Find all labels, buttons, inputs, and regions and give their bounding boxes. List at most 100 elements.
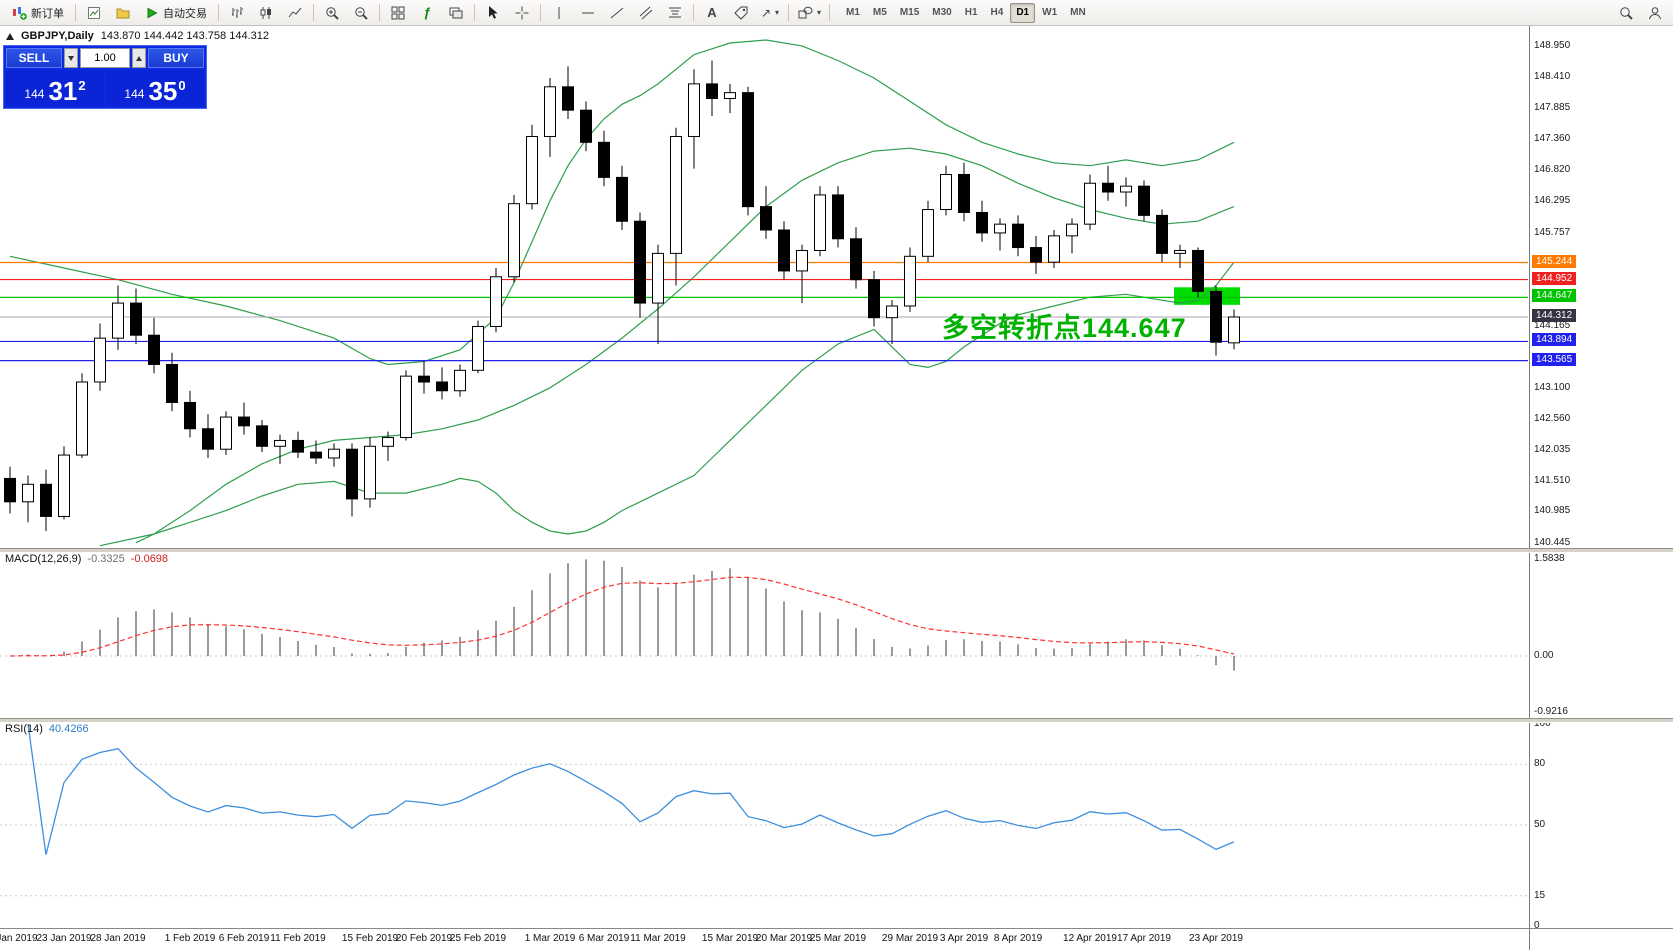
price-axis-label: 145.757: [1534, 226, 1571, 238]
quick-trade-collapse-icon[interactable]: [6, 32, 14, 40]
date-label: 23 Jan 2019: [36, 933, 92, 944]
buy-price-prefix: 144: [124, 87, 145, 101]
trendline-tool-button[interactable]: [603, 2, 631, 24]
fibonacci-tool-button[interactable]: [661, 2, 689, 24]
auto-trading-button[interactable]: 自动交易: [138, 2, 214, 24]
date-label: 25 Feb 2019: [449, 933, 507, 944]
horizontal-line-tool-button[interactable]: [574, 2, 602, 24]
rsi-label: RSI(14) 40.4266: [5, 723, 89, 735]
price-axis-label: 80: [1534, 758, 1546, 770]
shapes-icon: [798, 6, 813, 18]
account-icon: [1649, 6, 1661, 19]
price-level-label: 143.565: [1532, 352, 1577, 366]
toolbar-separator: [693, 4, 694, 21]
rsi-panel-separator[interactable]: [0, 718, 1673, 723]
buy-price-big: 35: [148, 76, 178, 106]
timeframe-D1-button[interactable]: D1: [1010, 2, 1036, 23]
price-axis[interactable]: 148.950 148.410 147.885 147.360 146.820 146.2…: [1529, 26, 1673, 950]
macd-panel-separator[interactable]: [0, 548, 1673, 553]
timeframe-M5-button[interactable]: M5: [872, 7, 887, 18]
text-icon: A: [707, 5, 717, 20]
label-tag-icon: [734, 6, 748, 20]
price-level-label: 143.894: [1532, 333, 1577, 347]
chevron-down-icon: ▾: [817, 7, 822, 17]
horizontal-line-icon: [582, 12, 594, 13]
search-icon: [1620, 6, 1633, 20]
sell-button[interactable]: SELL: [6, 48, 62, 68]
channel-tool-button[interactable]: [632, 2, 660, 24]
arrow-icon: ↗: [760, 5, 772, 20]
sell-price-display: 144 31 2: [6, 70, 104, 106]
timeframe-H1-button[interactable]: H1: [964, 7, 978, 18]
toolbar-separator: [829, 4, 831, 21]
zoom-out-button[interactable]: [347, 2, 375, 24]
new-order-label: 新订单: [31, 7, 64, 20]
buy-button[interactable]: BUY: [148, 48, 204, 68]
buy-price-display: 144 35 0: [106, 70, 204, 106]
crosshair-tool-button[interactable]: [508, 2, 536, 24]
price-axis-label: 50: [1534, 819, 1546, 830]
date-label: 25 Mar 2019: [809, 933, 867, 944]
tile-windows-button[interactable]: [384, 2, 412, 24]
one-click-trading-panel: SELL BUY 144 31 2 144 35 0: [3, 45, 207, 109]
label-tool-button[interactable]: [727, 2, 755, 24]
candlestick-chart-button[interactable]: [252, 2, 280, 24]
indicators-button[interactable]: ƒ: [413, 2, 441, 24]
buy-price-sup: 0: [178, 78, 186, 93]
line-chart-button[interactable]: [281, 2, 309, 24]
arrows-tool-button[interactable]: ↗ ▾: [756, 2, 784, 24]
toolbar-separator: [540, 4, 541, 21]
sell-price-prefix: 144: [24, 87, 45, 101]
macd-label: MACD(12,26,9) -0.3325 -0.0698: [5, 553, 168, 565]
date-label: 28 Jan 2019: [90, 933, 146, 944]
cursor-tool-button[interactable]: [479, 2, 507, 24]
price-axis-label: 142.035: [1534, 444, 1571, 456]
objects-list-icon: [449, 7, 463, 18]
timeframe-M15-button[interactable]: M15: [899, 7, 920, 18]
price-level-label: 145.244: [1532, 254, 1577, 268]
symbol-period-label: GBPJPY,Daily: [21, 30, 94, 42]
fibonacci-icon: [669, 7, 681, 17]
profiles-button[interactable]: [109, 2, 137, 24]
shapes-tool-button[interactable]: ▾: [793, 2, 825, 24]
vertical-line-tool-button[interactable]: [545, 2, 573, 24]
price-axis-label: 146.820: [1534, 164, 1571, 176]
candlestick-chart-icon: [260, 6, 271, 19]
toolbar-separator: [379, 4, 380, 21]
price-axis-label: 148.950: [1534, 39, 1571, 51]
price-axis-label: 1.5838: [1534, 553, 1565, 565]
volume-increase-button[interactable]: [132, 48, 146, 68]
volume-input[interactable]: [80, 48, 130, 68]
new-order-button[interactable]: 新订单: [4, 2, 71, 24]
timeframe-W1-button[interactable]: W1: [1042, 7, 1058, 18]
price-axis-label: 144.165: [1534, 319, 1571, 331]
play-icon: [147, 7, 158, 18]
text-tool-button[interactable]: A: [698, 2, 726, 24]
ohlc-values: 143.870 144.442 143.758 144.312: [100, 30, 269, 42]
chevron-down-icon: ▾: [775, 7, 780, 17]
bar-chart-button[interactable]: [223, 2, 251, 24]
zoom-in-icon: [326, 6, 339, 20]
date-label: 20 Feb 2019: [395, 933, 453, 944]
price-axis-label: 140.445: [1534, 537, 1571, 549]
timeframe-H4-button[interactable]: H4: [990, 7, 1004, 18]
account-button[interactable]: [1641, 2, 1669, 24]
date-label: 17 Apr 2019: [1117, 933, 1171, 944]
new-chart-button[interactable]: [80, 2, 108, 24]
volume-decrease-button[interactable]: [64, 48, 78, 68]
objects-list-button[interactable]: [442, 2, 470, 24]
macd-name: MACD(12,26,9): [5, 553, 82, 565]
main-toolbar: 新订单 自动交易 ƒ: [0, 0, 1673, 26]
timeframe-M30-button[interactable]: M30: [932, 7, 952, 18]
date-label: 15 Feb 2019: [341, 933, 399, 944]
zoom-in-button[interactable]: [318, 2, 346, 24]
search-button[interactable]: [1612, 2, 1640, 24]
price-axis-label: 146.295: [1534, 195, 1571, 207]
timeframe-MN-button[interactable]: MN: [1070, 7, 1086, 18]
date-label: 6 Mar 2019: [578, 933, 630, 944]
tile-windows-icon: [391, 6, 405, 19]
timeframe-M1-button[interactable]: M1: [846, 7, 860, 18]
profiles-folder-icon: [116, 8, 130, 18]
